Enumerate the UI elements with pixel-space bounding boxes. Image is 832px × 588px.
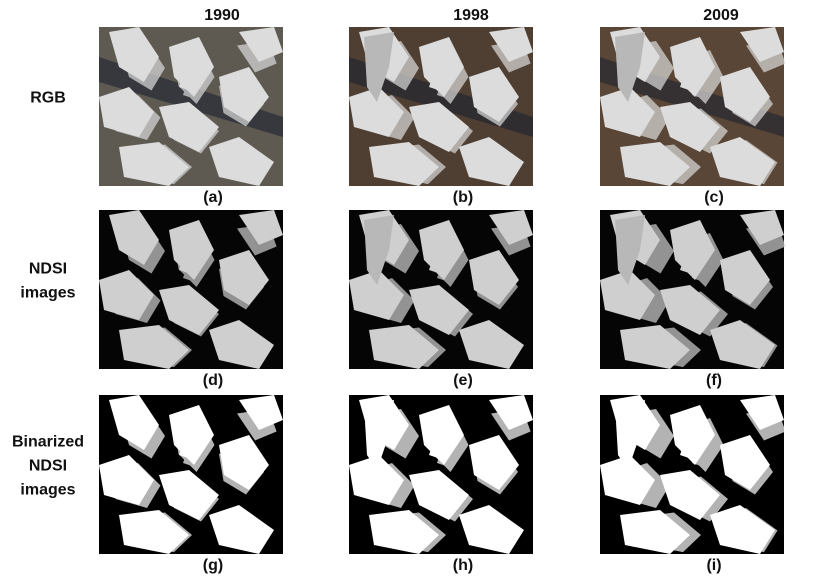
row-label: NDSI	[29, 261, 67, 278]
panel-caption: (i)	[706, 557, 721, 574]
image-panel	[600, 210, 786, 369]
image-panel	[99, 395, 283, 554]
column-header: 2009	[703, 7, 739, 24]
image-panel	[99, 27, 283, 186]
row-label: images	[20, 482, 75, 499]
image-panel	[349, 27, 533, 186]
panel-caption: (c)	[704, 189, 724, 206]
image-panel	[99, 210, 283, 369]
image-panel	[349, 395, 533, 554]
panel-caption: (h)	[453, 557, 473, 574]
row-label: images	[20, 285, 75, 302]
image-panel	[600, 395, 786, 554]
row-label: RGB	[30, 90, 66, 107]
image-panel	[349, 210, 533, 369]
image-panel	[600, 27, 786, 186]
panel-caption: (e)	[453, 372, 473, 389]
figure: 1990 1998 2009 RGB (a) (b) (c) NDSI images (d) (e)…	[0, 0, 832, 583]
panel-caption: (a)	[203, 189, 223, 206]
panel-caption: (g)	[203, 557, 223, 574]
row-label: NDSI	[29, 458, 67, 475]
row-label: Binarized	[12, 434, 84, 451]
panel-caption: (f)	[706, 372, 722, 389]
panel-caption: (d)	[203, 372, 223, 389]
panel-caption: (b)	[453, 189, 473, 206]
page: 1990 1998 2009 RGB (a) (b) (c) NDSI images (d) (e)…	[0, 0, 832, 583]
column-header: 1998	[453, 7, 489, 24]
column-header: 1990	[204, 7, 240, 24]
